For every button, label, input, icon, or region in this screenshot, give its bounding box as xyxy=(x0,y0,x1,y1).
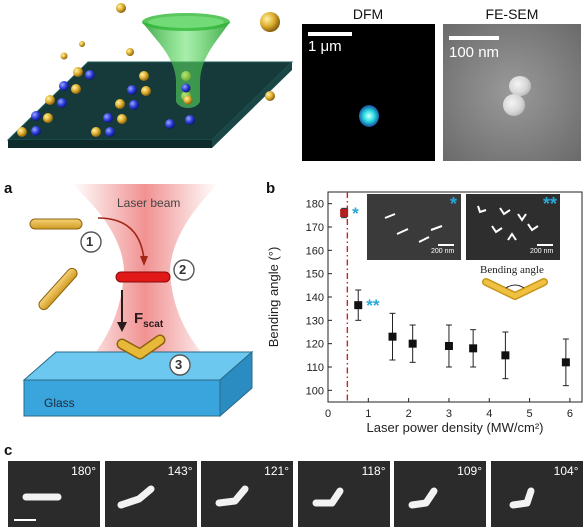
bending-angle-inset-label: Bending angle xyxy=(480,264,544,276)
nanorod-shape xyxy=(117,485,154,509)
sem-scale-label: 100 nm xyxy=(449,44,500,61)
data-point xyxy=(340,209,349,217)
x-tick-label: 0 xyxy=(325,408,331,420)
sem-image: 100 nm xyxy=(443,24,581,161)
frame-angle-label: 121° xyxy=(264,464,289,478)
dfm-scale-label: 1 μm xyxy=(308,38,342,55)
rod-stray xyxy=(38,267,78,311)
y-tick-label: 100 xyxy=(306,385,324,397)
inset-single-mark: * xyxy=(449,194,457,214)
inset-single-rods xyxy=(384,213,443,243)
x-tick-label: 5 xyxy=(527,408,533,420)
frame-angle-label: 104° xyxy=(553,464,579,478)
y-tick-label: 180 xyxy=(306,199,324,211)
force-subscript: scat xyxy=(143,319,164,330)
inset-bent-scale-bar xyxy=(537,244,553,246)
inset-bent-mark: ** xyxy=(542,194,557,214)
sem-particle-lower xyxy=(503,94,525,116)
frame-angle-label: 109° xyxy=(457,464,482,478)
time-lapse-frame: 109° xyxy=(394,461,486,527)
substrate-front xyxy=(8,140,212,148)
x-tick-label: 3 xyxy=(446,408,452,420)
data-point xyxy=(408,339,417,348)
panel-a-letter: a xyxy=(4,180,13,197)
panel-b-letter: b xyxy=(266,180,276,197)
panel-a-schematic xyxy=(22,184,254,418)
frame-scale-bar xyxy=(14,519,36,521)
sem-particle-upper xyxy=(509,76,531,96)
step-3-label: 3 xyxy=(175,357,183,372)
glass-side xyxy=(219,350,253,418)
data-point xyxy=(354,301,363,310)
data-point xyxy=(388,332,397,341)
nanorod-shape xyxy=(312,487,343,507)
trajectory-arrow xyxy=(97,217,145,261)
rod-1 xyxy=(29,218,83,230)
y-tick-label: 170 xyxy=(306,222,324,234)
dfm-title: DFM xyxy=(352,6,384,22)
sem-scale-bar xyxy=(449,36,499,40)
time-lapse-frame: 121° xyxy=(201,461,293,527)
nanorod-shape xyxy=(22,493,62,501)
step-2-label: 2 xyxy=(179,262,187,277)
time-lapse-frame: 143° xyxy=(104,461,197,527)
y-tick-label: 160 xyxy=(306,245,324,257)
data-point xyxy=(444,342,453,350)
time-lapse-frame: 180° xyxy=(8,461,100,527)
frame-angle-label: 143° xyxy=(167,464,193,478)
inset-bent-rods xyxy=(477,205,539,241)
y-tick-label: 120 xyxy=(306,339,324,351)
point-mark: * xyxy=(352,204,359,223)
time-lapse-frame: 118° xyxy=(297,461,390,527)
y-tick-label: 150 xyxy=(306,269,324,281)
data-point xyxy=(561,358,570,367)
nanorod-shape xyxy=(408,487,438,509)
y-tick-label: 110 xyxy=(306,362,324,374)
nanorod-shape xyxy=(509,487,534,509)
laser-beam-label: Laser beam xyxy=(117,196,181,210)
data-point xyxy=(501,351,510,360)
inset-single-scale-label: 200 nm xyxy=(431,248,455,255)
inset-bent-scale-label: 200 nm xyxy=(530,248,554,255)
frame-angle-label: 118° xyxy=(361,464,386,478)
dfm-scale-bar xyxy=(308,32,352,36)
frame-angle-label: 180° xyxy=(71,464,96,478)
step-1-label: 1 xyxy=(86,234,94,249)
inset-sem-bent: ** 200 nm xyxy=(466,194,560,260)
substrate-side xyxy=(212,62,292,148)
nanorod-shape xyxy=(215,485,249,507)
x-tick-label: 6 xyxy=(567,408,573,420)
force-symbol: F xyxy=(134,310,144,327)
x-tick-label: 2 xyxy=(406,408,412,420)
dfm-image: 1 μm xyxy=(302,24,435,161)
x-tick-label: 4 xyxy=(486,408,492,420)
x-axis-label: Laser power density (MW/cm²) xyxy=(367,420,544,435)
x-tick-label: 1 xyxy=(365,408,371,420)
trapping-illustration xyxy=(6,3,294,148)
dfm-spot xyxy=(359,105,379,127)
rod-2 xyxy=(115,271,171,283)
panel-c-letter: c xyxy=(4,442,13,459)
inset-single-scale-bar xyxy=(438,244,454,246)
laser-funnel xyxy=(142,22,230,108)
glass-label: Glass xyxy=(44,396,75,410)
y-axis-label: Bending angle (°) xyxy=(266,247,281,348)
time-lapse-frame: 104° xyxy=(490,461,583,527)
data-point xyxy=(469,344,478,353)
inset-sem-single: * 200 nm xyxy=(367,194,461,260)
bending-angle-inset-rod xyxy=(482,278,548,300)
point-mark: ** xyxy=(366,296,380,315)
y-tick-label: 130 xyxy=(306,315,324,327)
force-label: Fscat xyxy=(134,310,163,330)
y-tick-label: 140 xyxy=(306,292,324,304)
sem-title: FE-SEM xyxy=(485,6,539,22)
